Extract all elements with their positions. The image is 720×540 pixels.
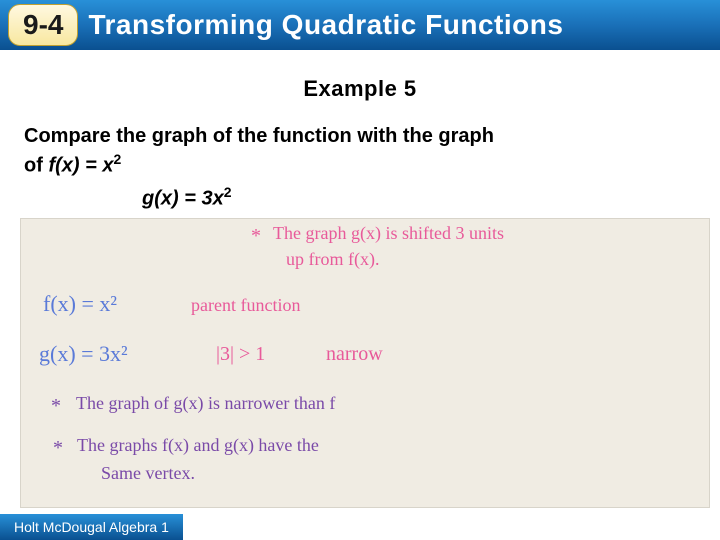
hw-gx-result: narrow [326, 343, 383, 366]
slide-header: 9-4 Transforming Quadratic Functions [0, 0, 720, 50]
note2-text: The graph of g(x) is narrower than f [76, 393, 335, 414]
instruction-text: Compare the graph of the function with t… [24, 122, 696, 180]
hw-fx-label: parent function [191, 295, 300, 316]
note1-text: The graph g(x) is shifted 3 units [273, 223, 504, 244]
example-heading: Example 5 [24, 76, 696, 102]
hw-fx-eq: f(x) = x² [43, 291, 117, 317]
handwritten-work: * The graph g(x) is shifted 3 units up f… [20, 218, 710, 508]
instruction-exp: 2 [113, 151, 121, 167]
gx-prefix: g(x) = 3x [142, 187, 224, 209]
note1-text2: up from f(x). [286, 249, 379, 270]
note3-text2: Same vertex. [101, 463, 195, 484]
gx-equation: g(x) = 3x2 [142, 184, 696, 211]
instruction-fx: f(x) = x [48, 155, 113, 177]
slide-content: Example 5 Compare the graph of the funct… [0, 50, 720, 222]
slide-footer: Holt McDougal Algebra 1 [0, 514, 183, 540]
instruction-line2-prefix: of [24, 155, 48, 177]
note3-star: * [53, 437, 63, 460]
instruction-line1: Compare the graph of the function with t… [24, 125, 494, 147]
note3-text: The graphs f(x) and g(x) have the [77, 435, 319, 456]
hw-gx-compare: |3| > 1 [216, 343, 265, 366]
note1-star: * [251, 225, 261, 248]
lesson-badge: 9-4 [8, 4, 78, 46]
hw-gx-eq: g(x) = 3x² [39, 341, 128, 367]
gx-exp: 2 [224, 184, 232, 200]
note2-star: * [51, 395, 61, 418]
lesson-title: Transforming Quadratic Functions [88, 9, 563, 41]
